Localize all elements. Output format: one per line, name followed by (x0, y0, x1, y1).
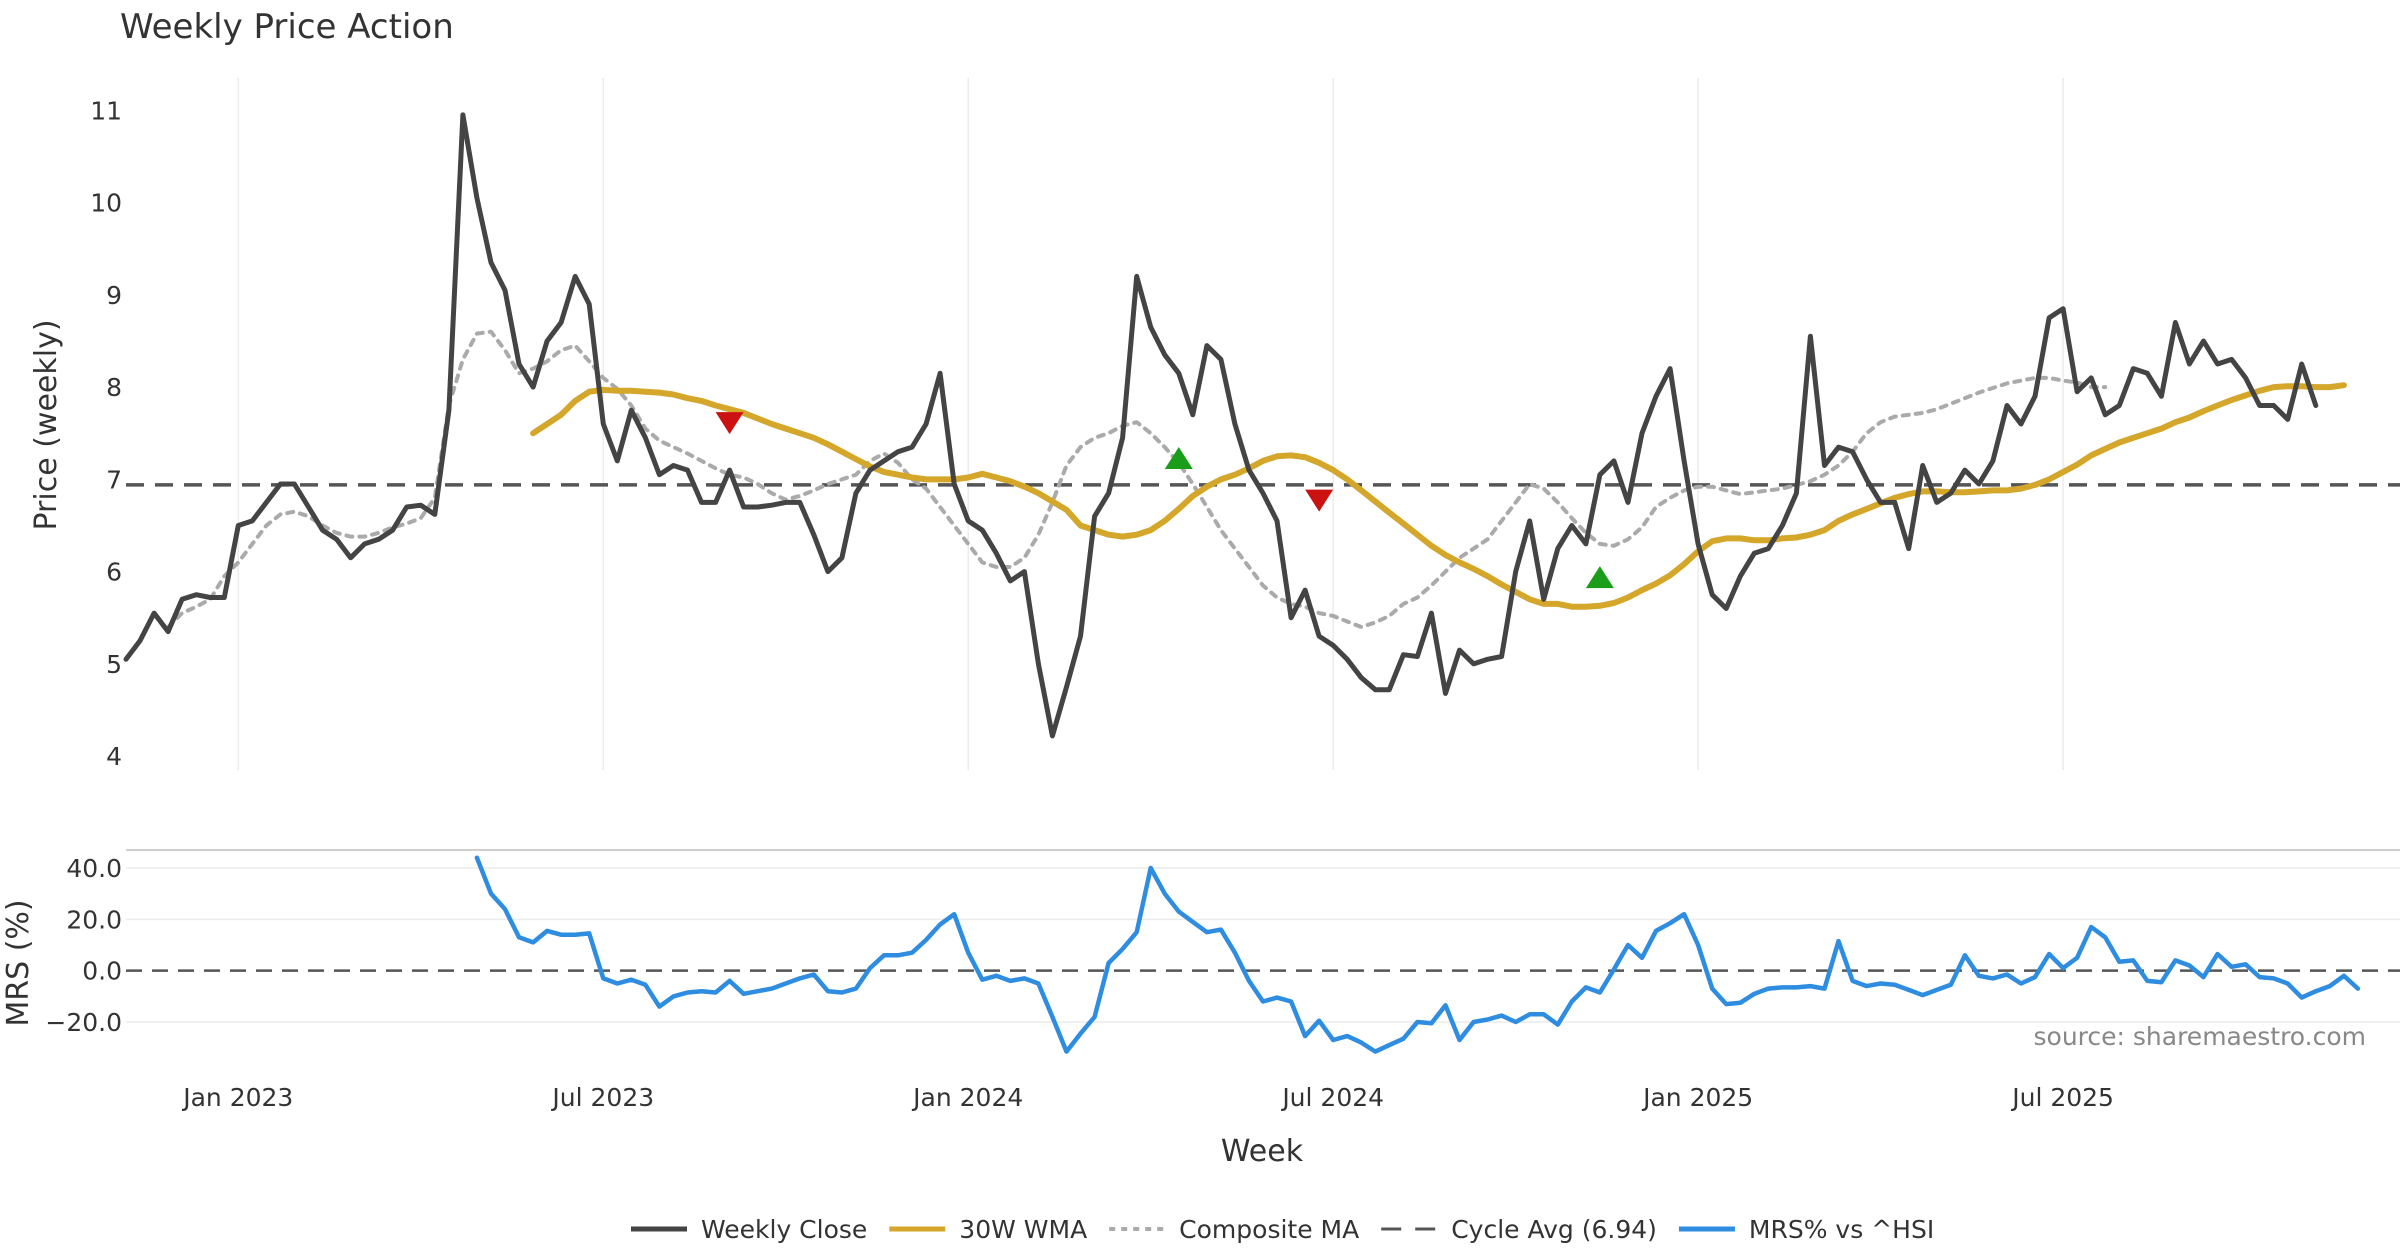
price-tick-label: 4 (106, 742, 122, 771)
mrs-y-ticks: 40.0 20.0 0.0 −20.0 (45, 854, 122, 1037)
source-note: source: sharemaestro.com (2034, 1022, 2367, 1051)
grid-layer (126, 78, 2400, 1023)
price-y-ticks: 4 5 6 7 8 9 10 11 (90, 96, 122, 771)
legend: Weekly Close 30W WMA Composite MA Cycle Avg… (631, 1215, 1934, 1244)
chart-title: Weekly Price Action (120, 7, 454, 47)
sell-signal-marker (715, 412, 744, 435)
mrs-tick-label: 40.0 (66, 854, 122, 883)
composite-ma-line (166, 329, 2108, 629)
sell-signal-marker (1305, 489, 1334, 512)
legend-item: Weekly Close (631, 1215, 867, 1244)
price-tick-label: 5 (106, 650, 122, 679)
legend-label: MRS% vs ^HSI (1749, 1215, 1934, 1244)
price-tick-label: 11 (90, 96, 122, 125)
cycle-avg-layer (126, 483, 2400, 972)
legend-label: Composite MA (1179, 1215, 1359, 1244)
mrs-tick-label: 20.0 (66, 905, 122, 934)
signal-layer (715, 412, 1614, 589)
legend-label: Weekly Close (701, 1215, 867, 1244)
x-tick-label: Jul 2023 (550, 1083, 654, 1112)
weekly-close-line (123, 112, 2319, 739)
x-tick-label: Jan 2023 (181, 1083, 293, 1112)
legend-item: Cycle Avg (6.94) (1381, 1215, 1657, 1244)
legend-label: 30W WMA (959, 1215, 1087, 1244)
price-tick-label: 8 (106, 373, 122, 402)
legend-label: Cycle Avg (6.94) (1451, 1215, 1657, 1244)
mrs-axis-title: MRS (%) (1, 899, 36, 1026)
legend-item: MRS% vs ^HSI (1678, 1215, 1934, 1244)
price-tick-label: 9 (106, 281, 122, 310)
x-tick-label: Jan 2025 (1641, 1083, 1753, 1112)
series-layer (123, 112, 2361, 1054)
price-tick-label: 7 (106, 465, 122, 494)
x-ticks: Jan 2023 Jul 2023 Jan 2024 Jul 2024 Jan 2025… (181, 1083, 2114, 1112)
x-axis-title: Week (1221, 1134, 1304, 1169)
buy-signal-marker (1164, 447, 1193, 470)
mrs-line (474, 855, 2361, 1054)
price-axis-title: Price (weekly) (29, 319, 64, 530)
price-tick-label: 10 (90, 189, 122, 218)
buy-signal-marker (1585, 566, 1614, 589)
legend-item: Composite MA (1109, 1215, 1359, 1244)
mrs-tick-label: 0.0 (82, 957, 122, 986)
price-tick-label: 6 (106, 558, 122, 587)
x-tick-label: Jan 2024 (911, 1083, 1023, 1112)
x-tick-label: Jul 2024 (1280, 1083, 1384, 1112)
x-tick-label: Jul 2025 (2010, 1083, 2114, 1112)
legend-item: 30W WMA (889, 1215, 1087, 1244)
mrs-tick-label: −20.0 (45, 1008, 122, 1037)
wma-30w-line (530, 382, 2347, 610)
